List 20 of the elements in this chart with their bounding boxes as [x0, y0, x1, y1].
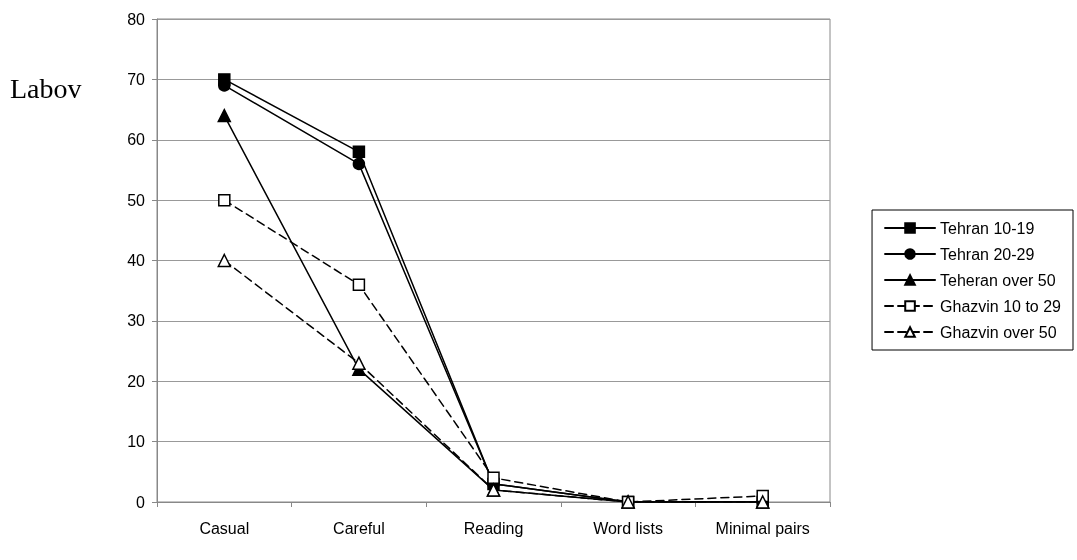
x-tick-label: Careful [333, 519, 385, 537]
legend-label: Ghazvin over 50 [940, 323, 1057, 341]
y-tick-label: 10 [127, 433, 146, 451]
y-tick-label: 0 [136, 493, 146, 511]
y-tick-label: 20 [127, 372, 146, 390]
y-tick-label: 80 [127, 10, 146, 28]
x-tick-label: Casual [199, 519, 250, 537]
legend-label: Teheran over 50 [940, 271, 1056, 289]
y-tick-label: 60 [127, 131, 146, 149]
legend-label: Tehran 10-19 [940, 219, 1035, 237]
y-axis-title: Labov [10, 72, 82, 104]
y-tick-label: 70 [127, 70, 146, 88]
y-tick-label: 30 [127, 312, 146, 330]
x-tick-label: Reading [463, 519, 524, 537]
x-tick-label: Minimal pairs [715, 519, 810, 537]
legend-label: Tehran 20-29 [940, 245, 1035, 263]
x-tick-label: Word lists [593, 519, 664, 537]
legend-label: Ghazvin 10 to 29 [940, 297, 1062, 315]
y-tick-label: 50 [127, 191, 146, 209]
y-tick-label: 40 [127, 252, 146, 269]
